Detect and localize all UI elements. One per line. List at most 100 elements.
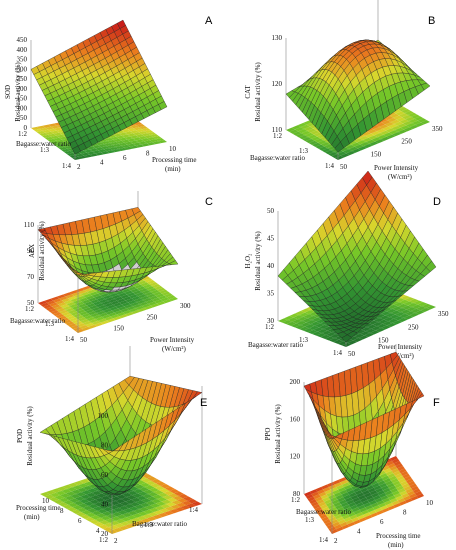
floor-cell — [384, 116, 394, 121]
floor-cell — [336, 484, 344, 490]
floor-cell — [305, 494, 314, 499]
floor-cell — [399, 113, 408, 118]
floor-cell — [81, 299, 91, 304]
floor-cell — [315, 144, 325, 149]
floor-cell — [397, 123, 407, 128]
floor-cell — [114, 296, 123, 301]
floor-cell — [101, 146, 110, 150]
floor-cell — [136, 134, 145, 138]
floor-cell — [90, 313, 100, 317]
floor-cell — [348, 146, 358, 151]
floor-cell — [411, 114, 421, 119]
floor-cell — [381, 475, 390, 481]
floor-cell — [313, 132, 323, 137]
floor-cell — [83, 321, 92, 325]
floor-cell — [65, 321, 75, 326]
floor-cell — [374, 507, 382, 513]
x-tick-label: 350 — [438, 310, 449, 318]
floor-cell — [129, 294, 138, 299]
floor-cell — [119, 300, 128, 305]
floor-cell — [360, 497, 368, 503]
floor-cell — [121, 302, 131, 307]
floor-cell — [390, 113, 399, 118]
floor-cell — [289, 313, 300, 318]
surface-mesh-c — [37, 207, 179, 293]
floor-cell — [76, 323, 86, 328]
floor-cell — [369, 490, 378, 496]
floor-cell — [144, 130, 154, 134]
floor-cell — [374, 318, 384, 323]
floor-cell — [326, 524, 335, 529]
floor-cell — [110, 300, 120, 305]
x-tick-label: 250 — [147, 313, 158, 321]
floor-cell — [282, 320, 293, 325]
floor-cell — [307, 315, 318, 320]
floor-cell — [331, 499, 340, 505]
floor-cell — [95, 303, 105, 308]
floor-cell — [111, 294, 121, 299]
floor-cell — [318, 511, 326, 517]
floor-cell — [400, 125, 410, 130]
floor-cell — [124, 290, 133, 295]
floor-cell — [78, 155, 87, 159]
floor-cell — [330, 519, 339, 525]
floor-cell — [399, 299, 410, 304]
floor-cell — [80, 319, 90, 324]
floor-cell — [75, 288, 85, 293]
floor-cell — [363, 143, 373, 149]
floor-cell — [374, 133, 384, 138]
floor-cell — [127, 133, 136, 137]
floor-cell — [377, 480, 386, 486]
floor-cell — [69, 317, 78, 322]
floor-cell — [311, 501, 319, 507]
y-axis-title-c: Bagasse:water ratio — [10, 317, 66, 325]
floor-cell — [135, 139, 145, 143]
floor-cell — [352, 497, 360, 503]
y-tick-label: 1:3 — [45, 320, 54, 328]
floor-cell — [383, 132, 393, 137]
floor-cell — [104, 137, 113, 141]
floor-cell — [294, 311, 305, 316]
floor-cell — [141, 138, 150, 142]
floor-cell — [48, 128, 57, 132]
panel-label-e: E — [200, 397, 207, 409]
floor-cell — [352, 148, 361, 153]
floor-cell — [286, 127, 295, 132]
floor-cell — [363, 512, 371, 518]
floor-cell — [353, 487, 361, 493]
floor-cell — [51, 125, 60, 129]
floor-cell — [348, 336, 359, 341]
floor-cell — [303, 314, 314, 319]
floor-cell — [156, 287, 166, 292]
floor-cell — [68, 323, 77, 328]
floor-cell — [407, 481, 416, 486]
floor-cell — [329, 506, 337, 512]
floor-cell — [86, 151, 96, 155]
floor-cell — [318, 146, 328, 151]
x-tick-label: 10 — [169, 145, 177, 153]
floor-cell — [385, 470, 394, 476]
floor-cell — [360, 331, 370, 336]
floor-cell — [321, 142, 330, 147]
floor-cell — [63, 306, 72, 310]
floor-cell — [149, 282, 158, 287]
floor-cell — [107, 145, 116, 149]
floor-cell — [191, 501, 202, 506]
floor-cell — [335, 504, 343, 510]
floor-cell — [408, 112, 417, 117]
floor-cell — [47, 138, 56, 142]
floor-cell — [147, 137, 156, 141]
floor-cell — [319, 324, 329, 329]
floor-cell — [417, 118, 427, 123]
x-tick-label: 2 — [334, 537, 338, 545]
floor-cell — [368, 510, 377, 515]
floor-cell — [101, 141, 110, 145]
floor-cell — [336, 526, 344, 532]
y-axis-title-b: Bagasse:water ratio — [250, 154, 306, 162]
x-tick-label: 10 — [42, 497, 50, 505]
floor-cell — [93, 301, 102, 306]
floor-cell — [401, 108, 411, 114]
floor-cell — [131, 296, 141, 301]
floor-cell — [368, 320, 379, 325]
floor-cell — [411, 486, 419, 491]
